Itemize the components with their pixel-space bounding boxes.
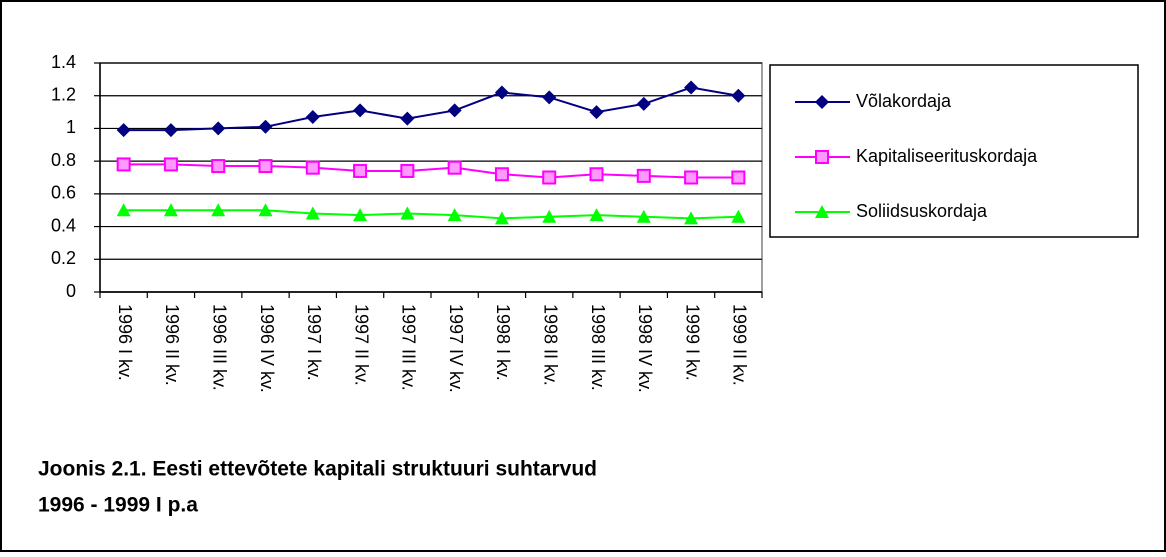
point (305, 206, 320, 220)
point (731, 88, 746, 103)
point (731, 170, 746, 185)
x-tick-label: 1998 I kv. (493, 304, 513, 381)
x-tick-label: 1999 II kv. (730, 304, 750, 386)
point (258, 203, 273, 217)
caption-line-1: Joonis 2.1. Eesti ettevõtete kapitali st… (38, 458, 597, 481)
point (447, 103, 462, 118)
point (400, 206, 415, 220)
point (684, 170, 699, 185)
point (258, 119, 273, 134)
point (211, 203, 226, 217)
x-tick-label: 1997 III kv. (399, 304, 419, 391)
point (542, 209, 557, 223)
point (305, 160, 320, 175)
point (353, 103, 368, 118)
point (589, 208, 604, 222)
point (494, 211, 509, 225)
point (589, 167, 604, 182)
point (684, 80, 699, 95)
series-line (123, 86, 739, 132)
point (211, 121, 226, 136)
point (163, 157, 178, 172)
x-tick-label: 1999 I kv. (682, 304, 702, 381)
series-line (123, 209, 739, 220)
point (447, 160, 462, 175)
point (636, 209, 651, 223)
legend-label: Soliidsuskordaja (856, 201, 988, 221)
point (636, 96, 651, 111)
y-tick-label: 0.2 (51, 248, 76, 268)
legend-marker (815, 95, 829, 109)
point (163, 203, 178, 217)
legend-box (769, 64, 1139, 238)
point (636, 168, 651, 183)
legend-label: Võlakordaja (856, 91, 952, 111)
x-tick-label: 1997 I kv. (304, 304, 324, 381)
y-tick-label: 1.4 (51, 52, 76, 72)
point (353, 163, 368, 178)
point (731, 209, 746, 223)
point (305, 109, 320, 124)
point (400, 163, 415, 178)
series-line (123, 163, 739, 179)
caption-line-2: 1996 - 1999 I p.a (38, 494, 198, 517)
point (353, 208, 368, 222)
x-tick-label: 1996 I kv. (115, 304, 135, 381)
y-tick-label: 1 (66, 117, 76, 137)
point (684, 211, 699, 225)
point (258, 159, 273, 174)
x-tick-label: 1997 IV kv. (446, 304, 466, 393)
x-tick-label: 1998 III kv. (588, 304, 608, 391)
x-tick-label: 1996 III kv. (209, 304, 229, 391)
point (163, 123, 178, 138)
x-tick-label: 1998 IV kv. (635, 304, 655, 393)
x-tick-label: 1996 IV kv. (257, 304, 277, 393)
point (116, 203, 131, 217)
x-tick-label: 1998 II kv. (540, 304, 560, 386)
point (494, 167, 509, 182)
legend-label: Kapitaliseerituskordaja (856, 146, 1038, 166)
x-tick-label: 1996 II kv. (162, 304, 182, 386)
legend-marker (815, 150, 829, 164)
point (400, 111, 415, 126)
y-tick-label: 0 (66, 281, 76, 301)
point (589, 105, 604, 120)
y-tick-label: 0.8 (51, 150, 76, 170)
legend-marker (815, 205, 829, 218)
y-tick-label: 1.2 (51, 84, 76, 104)
y-tick-label: 0.6 (51, 183, 76, 203)
x-tick-label: 1997 II kv. (351, 304, 371, 386)
point (447, 208, 462, 222)
point (211, 159, 226, 174)
point (116, 123, 131, 138)
point (542, 90, 557, 105)
point (116, 157, 131, 172)
point (494, 85, 509, 100)
y-tick-label: 0.4 (51, 215, 76, 235)
point (542, 170, 557, 185)
